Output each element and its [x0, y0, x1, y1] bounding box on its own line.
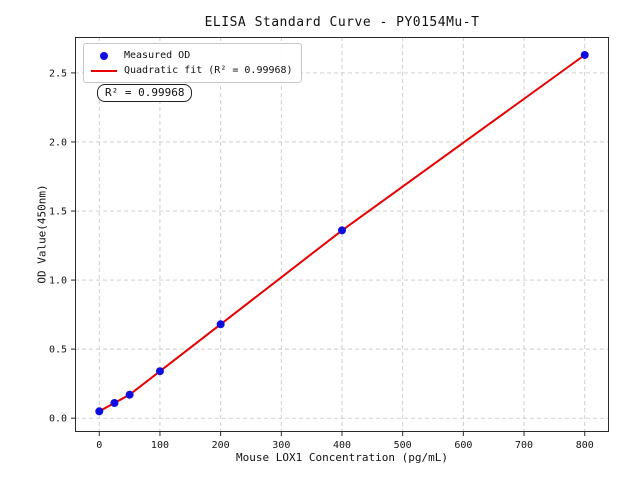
y-axis-label: OD Value(450nm): [35, 184, 49, 284]
svg-text:1.5: 1.5: [49, 207, 67, 218]
r-squared-annotation: R² = 0.99968: [97, 84, 193, 102]
x-axis-label: Mouse LOX1 Concentration (pg/mL): [236, 451, 448, 464]
svg-text:600: 600: [454, 440, 472, 451]
svg-text:2.0: 2.0: [49, 137, 67, 148]
legend-item-measured-od: Measured OD: [90, 48, 293, 63]
chart-title: ELISA Standard Curve - PY0154Mu-T: [204, 15, 480, 30]
svg-text:200: 200: [212, 440, 230, 451]
svg-text:1.0: 1.0: [49, 276, 67, 287]
svg-text:700: 700: [515, 440, 533, 451]
svg-text:500: 500: [394, 440, 412, 451]
svg-text:2.5: 2.5: [49, 68, 67, 79]
svg-text:100: 100: [151, 440, 169, 451]
legend-item-quadratic-fit: Quadratic fit (R² = 0.99968): [90, 63, 293, 78]
red-line-marker: [90, 69, 118, 72]
legend: Measured OD Quadratic fit (R² = 0.99968): [83, 43, 302, 83]
svg-text:0.5: 0.5: [49, 345, 67, 356]
plot-area: 0 100 200 300 400 500 600 700 800 0.0 0.5 1.0 1.5 2.0…: [49, 37, 609, 451]
svg-text:0.0: 0.0: [49, 414, 67, 425]
svg-text:800: 800: [576, 440, 594, 451]
svg-text:0: 0: [96, 440, 102, 451]
legend-label-quadratic-fit: Quadratic fit (R² = 0.99968): [124, 65, 293, 76]
svg-text:400: 400: [333, 440, 351, 451]
svg-text:300: 300: [272, 440, 290, 451]
blue-dot-marker: [90, 51, 118, 60]
legend-label-measured-od: Measured OD: [124, 50, 191, 61]
